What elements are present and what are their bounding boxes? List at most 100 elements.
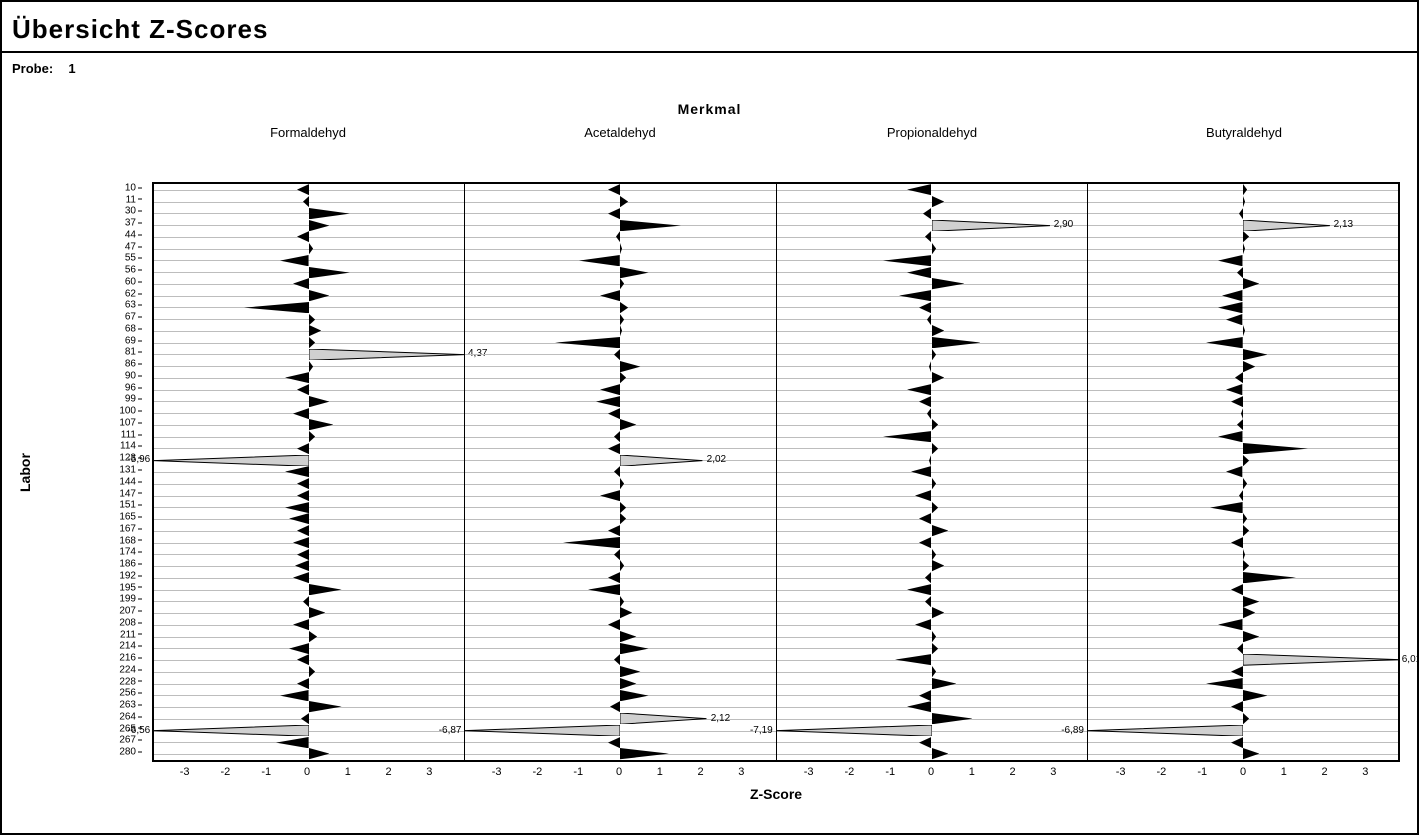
y-tick-label: 165 <box>119 512 142 523</box>
chart-area: Labor 1011303744475556606263676869818690… <box>2 182 1419 812</box>
zscore-bar <box>919 690 931 701</box>
zscore-bar <box>1218 431 1242 442</box>
zscore-bar <box>1243 596 1259 607</box>
zscore-bar <box>297 654 309 665</box>
zscore-bar <box>1239 208 1243 219</box>
x-tick-label: 2 <box>1322 766 1328 778</box>
x-tick-label: -1 <box>1197 766 1207 778</box>
zscore-bar <box>620 678 636 689</box>
zscore-bar <box>600 384 620 395</box>
zscore-bar <box>1231 396 1243 407</box>
probe-value: 1 <box>68 61 75 76</box>
panel-title: Butyraldehyd <box>1088 125 1400 140</box>
zscore-bar <box>919 302 931 313</box>
zscore-bar <box>309 419 333 430</box>
zscore-bar <box>927 314 931 325</box>
y-tick-label: 174 <box>119 547 142 558</box>
zscore-bar <box>154 455 309 466</box>
zscore-bar <box>925 572 931 583</box>
y-axis-ticks: 1011303744475556606263676869818690969910… <box>102 182 142 762</box>
zscore-bar <box>608 737 620 748</box>
zscore-bar <box>620 596 624 607</box>
x-tick-label: -1 <box>885 766 895 778</box>
outlier-value-label: -6,87 <box>439 725 462 736</box>
zscore-bar <box>907 584 931 595</box>
zscore-bar <box>883 255 932 266</box>
zscore-bar <box>932 549 936 560</box>
panel-title: Acetaldehyd <box>464 125 776 140</box>
zscore-bar <box>555 337 620 348</box>
zscore-bar <box>614 466 620 477</box>
y-tick-label: 167 <box>119 523 142 534</box>
zscore-bar <box>899 290 932 301</box>
y-tick-label: 37 <box>125 218 142 229</box>
y-tick-label: 228 <box>119 676 142 687</box>
zscore-bar <box>932 325 944 336</box>
zscore-bar <box>1231 666 1243 677</box>
chart-panel: 4,37-5,96-6,56 <box>154 184 465 760</box>
zscore-bar <box>895 654 932 665</box>
y-tick-label: 68 <box>125 323 142 334</box>
zscore-bar <box>244 302 309 313</box>
zscore-bar <box>309 748 329 759</box>
zscore-bar <box>293 537 309 548</box>
zscore-bar <box>915 619 931 630</box>
zscore-bar <box>280 690 309 701</box>
zscore-bar <box>923 208 931 219</box>
x-ticks-panel: -3-2-10123 <box>1088 766 1400 786</box>
y-tick-label: 56 <box>125 265 142 276</box>
y-tick-label: 151 <box>119 500 142 511</box>
zscore-bar <box>883 431 932 442</box>
y-tick-label: 168 <box>119 535 142 546</box>
zscore-bar <box>154 725 309 736</box>
zscore-bar <box>1243 525 1249 536</box>
zscore-bar <box>293 408 309 419</box>
zscore-bar <box>309 431 315 442</box>
zscore-bar <box>297 490 309 501</box>
x-tick-label: 1 <box>969 766 975 778</box>
zscore-bar <box>620 643 649 654</box>
x-tick-label: 0 <box>1240 766 1246 778</box>
zscore-bar <box>1243 455 1249 466</box>
zscore-bar <box>620 361 640 372</box>
zscore-bar <box>297 231 309 242</box>
x-tick-label: 1 <box>657 766 663 778</box>
y-tick-label: 263 <box>119 700 142 711</box>
zscore-bar <box>925 596 931 607</box>
chart-panels: 4,37-5,96-6,562,022,12-6,872,90-7,192,13… <box>152 182 1400 762</box>
x-tick-label: -2 <box>845 766 855 778</box>
zscore-bar <box>620 666 640 677</box>
zscore-bar <box>1243 654 1398 665</box>
y-tick-label: 256 <box>119 688 142 699</box>
panel-titles-row: FormaldehydAcetaldehydPropionaldehydButy… <box>152 125 1400 140</box>
zscore-bar <box>1222 290 1242 301</box>
y-tick-label: 81 <box>125 347 142 358</box>
zscore-bar <box>620 713 706 724</box>
outlier-value-label: -6,89 <box>1061 725 1084 736</box>
zscore-bar <box>620 631 636 642</box>
zscore-bar <box>1235 372 1243 383</box>
zscore-bar <box>309 666 315 677</box>
outlier-value-label: 2,12 <box>711 713 730 724</box>
zscore-bar <box>614 431 620 442</box>
zscore-bar <box>309 396 329 407</box>
y-tick-label: 60 <box>125 276 142 287</box>
zscore-bar <box>1218 302 1242 313</box>
zscore-bar <box>620 748 669 759</box>
zscore-bar <box>907 267 931 278</box>
y-tick-label: 144 <box>119 476 142 487</box>
zscore-bar <box>1226 384 1242 395</box>
zscore-bar <box>932 349 936 360</box>
y-tick-label: 11 <box>126 194 142 205</box>
zscore-bar <box>929 455 931 466</box>
zscore-bar <box>932 748 948 759</box>
x-tick-label: -3 <box>492 766 502 778</box>
zscore-bar <box>293 278 309 289</box>
zscore-bar <box>932 243 936 254</box>
x-tick-label: 2 <box>386 766 392 778</box>
zscore-bar <box>608 619 620 630</box>
zscore-bar <box>600 290 620 301</box>
y-axis-label: Labor <box>17 453 33 492</box>
zscore-bar <box>1237 267 1243 278</box>
zscore-bar <box>932 631 936 642</box>
